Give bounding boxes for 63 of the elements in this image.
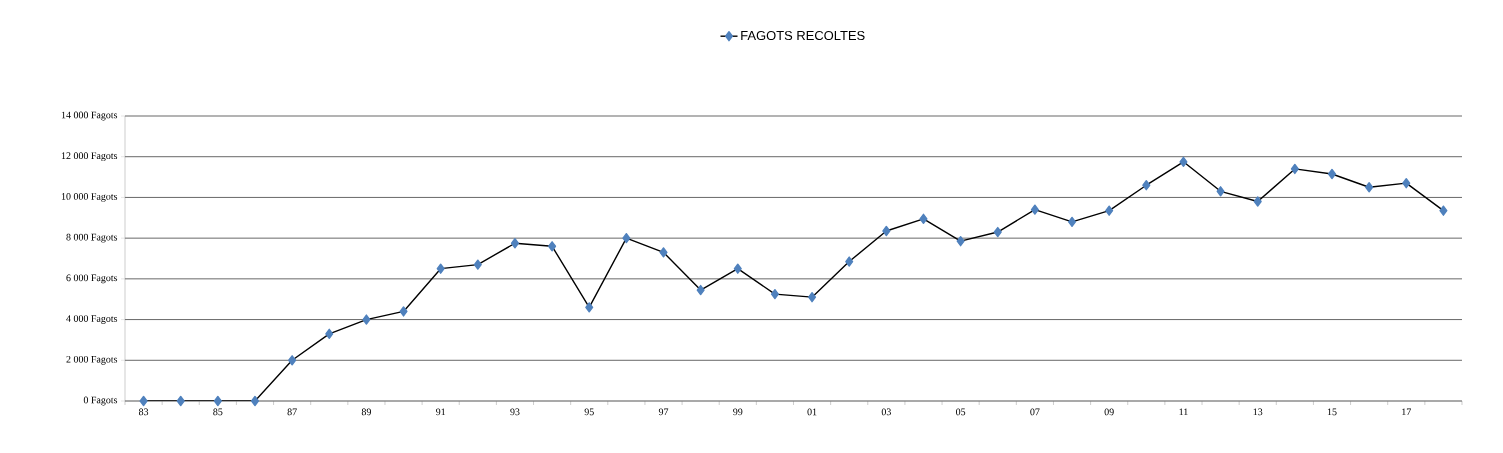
point — [325, 328, 334, 339]
x-tick-label: 97 — [658, 408, 669, 416]
point — [176, 395, 185, 407]
point — [1327, 168, 1337, 180]
x-tick-label: 01 — [807, 408, 817, 416]
y-tick-label: 14 000 Fagots — [61, 111, 118, 121]
point — [473, 259, 482, 270]
x-tick-label: 03 — [881, 408, 891, 416]
x-tick-label: 05 — [956, 408, 966, 416]
point — [1439, 205, 1448, 216]
x-tick-label: 91 — [436, 408, 446, 416]
x-tick-label: 13 — [1253, 408, 1263, 416]
x-tick-label: 83 — [138, 408, 149, 416]
point — [622, 232, 631, 244]
x-tick-label: 09 — [1104, 408, 1114, 416]
x-tick-label: 07 — [1030, 408, 1040, 416]
x-tick-label: 89 — [361, 408, 371, 416]
y-tick-label: 10 000 Fagots — [61, 193, 118, 202]
y-tick-label: 6 000 Fagots — [66, 274, 118, 284]
point — [288, 355, 297, 366]
point — [1253, 196, 1262, 207]
point — [696, 284, 705, 296]
point — [213, 395, 222, 407]
point — [1067, 216, 1077, 228]
point — [362, 314, 371, 325]
x-tick-label: 15 — [1327, 408, 1337, 416]
point — [993, 226, 1002, 238]
point — [845, 256, 854, 267]
x-tick-label: 87 — [287, 408, 297, 416]
y-tick-label: 12 000 Fagots — [61, 152, 118, 162]
point — [956, 236, 965, 247]
legend-label: FAGOTS RECOLTES — [741, 30, 865, 41]
point — [585, 302, 594, 313]
x-tick-label: 93 — [510, 408, 520, 416]
point — [919, 213, 928, 224]
y-tick-label: 2 000 Fagots — [66, 355, 118, 365]
x-tick-label: 17 — [1402, 408, 1411, 416]
y-tick-label: 0 Fagots — [83, 396, 118, 406]
point — [770, 288, 779, 300]
x-tick-label: 95 — [584, 408, 594, 416]
point — [1142, 180, 1151, 191]
point — [659, 247, 668, 258]
x-tick-label: 85 — [213, 408, 223, 416]
point — [808, 292, 817, 303]
point — [139, 395, 148, 407]
x-tick-label: 11 — [1179, 408, 1188, 416]
point — [733, 263, 742, 274]
point — [510, 238, 520, 249]
point — [1179, 156, 1188, 167]
point — [548, 241, 557, 252]
point — [1105, 205, 1114, 216]
point — [436, 263, 445, 274]
y-tick-label: 4 000 Fagots — [66, 315, 118, 324]
point — [250, 395, 260, 407]
point — [399, 306, 408, 317]
x-tick-label: 99 — [733, 408, 743, 416]
point — [1290, 163, 1299, 175]
point — [1402, 178, 1411, 189]
point — [1365, 182, 1374, 193]
point — [1030, 204, 1039, 215]
point — [1216, 186, 1225, 197]
y-tick-label: 8 000 Fagots — [66, 233, 118, 243]
point — [882, 225, 891, 237]
